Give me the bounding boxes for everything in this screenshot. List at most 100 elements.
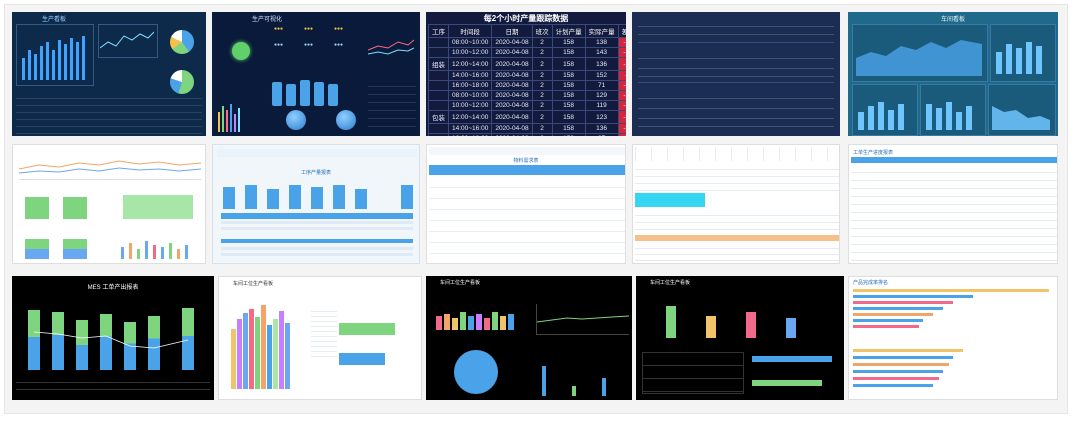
table-cell: 2020-04-08 (491, 70, 533, 81)
vertical-bars (218, 102, 258, 132)
green-gauge (232, 42, 250, 60)
thumbnail-production-board[interactable]: 生产看板 (12, 12, 206, 136)
table-cell: 2 (531, 123, 553, 134)
tile-title: 生产看板 (42, 17, 67, 23)
table-cell: -15 (617, 47, 626, 58)
table-cell: 2 (531, 110, 553, 124)
table-cell (428, 133, 449, 136)
table-cell: 158 (551, 47, 586, 58)
table-cell: 119 (584, 100, 619, 111)
thumbnail-dark-report-list[interactable] (632, 12, 840, 136)
thumbnail-completion-ranking[interactable]: 产品完成率排名 (848, 276, 1058, 400)
vertical-multi-bars (229, 301, 309, 389)
table-cell: 158 (551, 37, 586, 48)
table-cell: 包装 (428, 110, 449, 124)
table-cell: 158 (551, 110, 586, 124)
table-cell: 136 (584, 57, 619, 71)
green-block-2 (63, 197, 87, 219)
cylinder-bars (272, 72, 352, 106)
color-bars (436, 306, 526, 330)
table-cell (428, 100, 449, 111)
table-cell (428, 70, 449, 81)
hbar-green-wide (752, 380, 822, 386)
table-header-cell: 日期 (491, 24, 533, 38)
tile-title: 每2个小时产量跟踪数据 (483, 14, 569, 23)
thumbnail-production-visualization[interactable]: 生产可视化 ●●● ●●● ●●● ●●● ●●● ●●● (212, 12, 420, 136)
table-cell: 08:00~10:00 (447, 37, 493, 48)
tile-title: 产品完成率排名 (853, 280, 889, 286)
table-cell: 158 (551, 90, 586, 101)
cyan-banner (635, 193, 705, 207)
stacked-bars (22, 300, 210, 370)
lower-bars-2 (926, 98, 982, 130)
bar-chart-panel (16, 24, 94, 86)
form-header (635, 147, 839, 161)
table-header-cell: 计划产量 (551, 24, 586, 38)
lower-area (992, 106, 1050, 130)
table-cell: 138 (584, 37, 619, 48)
thumbnail-mes-order-output[interactable]: MES 工单产出报表 (12, 276, 214, 400)
table-cell: 2 (531, 80, 553, 91)
lower-bars-1 (858, 98, 914, 130)
tile-title: 车间工位生产看板 (233, 281, 274, 287)
pie-chart (170, 30, 194, 54)
small-bars-dark (542, 356, 626, 396)
output-line (33, 331, 189, 349)
thumbnail-process-output-report[interactable]: 工序产量报表 (212, 144, 420, 264)
table-cell: 158 (551, 133, 586, 136)
tile-title: 生产可视化 (252, 17, 283, 23)
thumbnail-workshop-board[interactable]: 车间看板 (848, 12, 1058, 136)
thumbnail-2hour-output-tracking[interactable]: 每2个小时产量跟踪数据 工序时间段日期班次计划产量实际产量差异 08:00~10… (426, 12, 626, 136)
tile-title: 工单生产进度报表 (853, 150, 894, 156)
thumbnail-station-board-dark[interactable]: 车间工位生产看板 (426, 276, 632, 400)
tile-title: 工序产量报表 (300, 170, 331, 176)
thumbnail-form-report[interactable] (632, 144, 840, 264)
table-cell: 2 (531, 47, 553, 58)
table-cell (428, 37, 449, 48)
pastel-bars (666, 298, 806, 338)
table-cell: -39 (617, 100, 626, 111)
hbar-blue (339, 353, 385, 365)
table-cell: 123 (584, 110, 619, 124)
kpi-grid: ●●● ●●● ●●● ●●● ●●● ●●● (274, 26, 344, 48)
filter-bar (429, 147, 625, 155)
thumbnail-station-board-bars[interactable]: 车间工位生产看板 (218, 276, 422, 400)
tile-title: 车间看板 (940, 17, 965, 23)
thumbnail-order-progress[interactable]: 工单生产进度报表 (848, 144, 1058, 264)
table-cell: 10:00~12:00 (447, 100, 493, 111)
thumbnail-light-dashboard[interactable] (12, 144, 206, 264)
table-cell: 2020-04-08 (491, 47, 533, 58)
water-ball-1 (286, 110, 306, 130)
table-cell: 2 (531, 100, 553, 111)
table-cell: 12:00~14:00 (447, 57, 493, 71)
thumbnail-material-requirements[interactable]: 物料需求表 (426, 144, 626, 264)
table-cell: -87 (617, 80, 626, 91)
material-table-grid (429, 177, 625, 261)
table-cell: 87 (584, 133, 619, 136)
material-table-header (429, 165, 625, 175)
table-cell: -71 (617, 133, 626, 136)
small-bar-chart (996, 38, 1050, 74)
thumbnail-station-board-mixed[interactable]: 车间工位生产看板 (636, 276, 844, 400)
table-cell: 158 (551, 80, 586, 91)
table-cell: 2 (531, 133, 553, 136)
summary-grid (16, 376, 210, 396)
table-cell: 158 (551, 57, 586, 71)
table-cell: 2020-04-08 (491, 100, 533, 111)
orange-header (635, 235, 839, 241)
hbar-green (339, 323, 395, 335)
table-cell: 组装 (428, 57, 449, 71)
table-cell: 2020-04-08 (491, 110, 533, 124)
multi-line-chart (18, 153, 202, 180)
table-header-cell: 班次 (531, 24, 553, 38)
table-cell: 16:00~18:00 (447, 80, 493, 91)
table-cell: -35 (617, 110, 626, 124)
table-cell (428, 90, 449, 101)
